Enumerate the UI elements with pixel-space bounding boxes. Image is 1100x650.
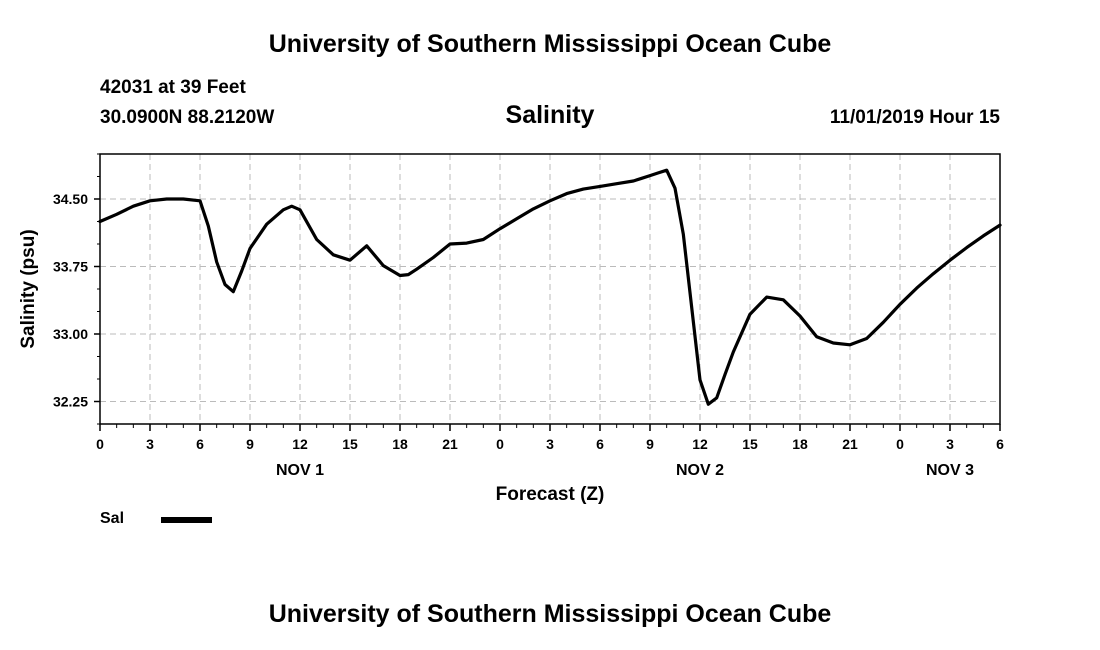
y-tick-label: 32.25: [53, 394, 88, 410]
legend-swatch: [161, 517, 212, 523]
y-tick-label: 33.00: [53, 326, 88, 342]
x-tick-label: 15: [742, 436, 758, 452]
x-tick-label: 6: [196, 436, 204, 452]
y-axis-title: Salinity (psu): [18, 229, 39, 348]
series-layer: [98, 168, 1002, 406]
chart-bottom-title: University of Southern Mississippi Ocean…: [268, 600, 832, 628]
x-tick-label: 3: [146, 436, 154, 452]
day-label: NOV 3: [926, 462, 974, 479]
x-tick-label: 3: [946, 436, 954, 452]
chart-top-title: University of Southern Mississippi Ocean…: [268, 30, 832, 58]
day-label: NOV 1: [276, 462, 324, 479]
x-axis-title: Forecast (Z): [496, 484, 605, 505]
x-tick-label: 15: [342, 436, 358, 452]
salinity-line: [98, 168, 1002, 406]
legend-label: Sal: [100, 510, 125, 527]
x-tick-label: 6: [996, 436, 1004, 452]
coordinates-label: 30.0900N 88.2120W: [100, 107, 275, 128]
x-tick-label: 9: [246, 436, 254, 452]
x-tick-label: 0: [496, 436, 504, 452]
x-tick-label: 3: [546, 436, 554, 452]
x-axis: 0 3 6 9 12 15 18 21 0 3 6 9 12 15 18 21 0 3 6 NOV 1 NOV 2 NOV…: [96, 424, 1004, 479]
x-tick-label: 21: [842, 436, 858, 452]
x-tick-label: 6: [596, 436, 604, 452]
day-label: NOV 2: [676, 462, 724, 479]
y-tick-label: 33.75: [53, 259, 88, 275]
x-tick-label: 21: [442, 436, 458, 452]
x-tick-label: 18: [792, 436, 808, 452]
x-tick-label: 12: [292, 436, 308, 452]
station-label: 42031 at 39 Feet: [100, 77, 246, 98]
x-tick-label: 18: [392, 436, 408, 452]
datetime-label: 11/01/2019 Hour 15: [829, 107, 1000, 128]
x-tick-label: 9: [646, 436, 654, 452]
x-tick-label: 0: [896, 436, 904, 452]
y-axis: 32.25 33.00 33.75 34.50: [53, 153, 100, 425]
y-tick-label: 34.50: [53, 191, 88, 207]
chart-subtitle: Salinity: [505, 101, 595, 129]
x-tick-label: 0: [96, 436, 104, 452]
x-tick-label: 12: [692, 436, 708, 452]
